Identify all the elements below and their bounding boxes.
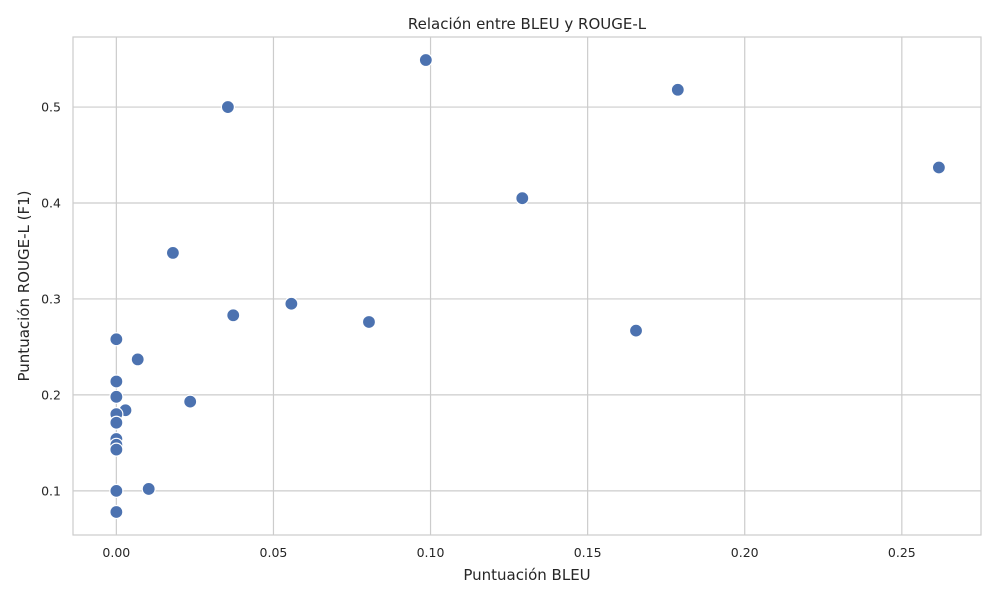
data-point xyxy=(628,323,644,338)
y-tick-label: 0.5 xyxy=(41,100,61,115)
data-point xyxy=(418,52,433,68)
x-axis-label: Puntuación BLEU xyxy=(463,566,590,584)
data-point xyxy=(361,314,377,330)
data-point xyxy=(165,245,181,260)
data-point xyxy=(226,308,241,323)
x-tick-label: 0.20 xyxy=(731,545,759,560)
y-tick-label: 0.4 xyxy=(41,196,61,211)
data-point xyxy=(109,415,124,430)
x-tick-label: 0.15 xyxy=(574,545,602,560)
data-point xyxy=(109,483,124,498)
y-tick-label: 0.2 xyxy=(41,387,61,402)
data-point xyxy=(220,99,235,115)
data-point xyxy=(931,160,946,175)
data-point xyxy=(109,504,124,520)
data-point xyxy=(141,481,156,497)
data-point xyxy=(109,389,124,404)
y-axis-label: Puntuación ROUGE-L (F1) xyxy=(15,191,33,382)
x-tick-label: 0.10 xyxy=(417,545,445,560)
x-tick-label: 0.25 xyxy=(888,545,916,560)
tick-labels: 0.00 0.05 0.10 0.15 0.20 0.25 0.1 0.2 0.3 0.4 0.5 xyxy=(41,100,916,560)
data-point xyxy=(109,332,124,347)
y-tick-label: 0.3 xyxy=(41,291,61,306)
data-point xyxy=(130,352,145,367)
data-point xyxy=(515,191,530,206)
data-point xyxy=(183,394,198,409)
data-points xyxy=(109,52,946,520)
data-point xyxy=(284,296,299,311)
chart-title: Relación entre BLEU y ROUGE-L xyxy=(408,15,647,33)
plot-frame xyxy=(72,36,982,536)
data-point xyxy=(109,374,124,389)
y-tick-label: 0.1 xyxy=(41,483,61,498)
plot-area xyxy=(73,37,981,535)
x-tick-label: 0.00 xyxy=(102,545,130,560)
x-tick-label: 0.05 xyxy=(260,545,288,560)
data-point xyxy=(670,82,685,97)
data-point xyxy=(109,442,124,457)
